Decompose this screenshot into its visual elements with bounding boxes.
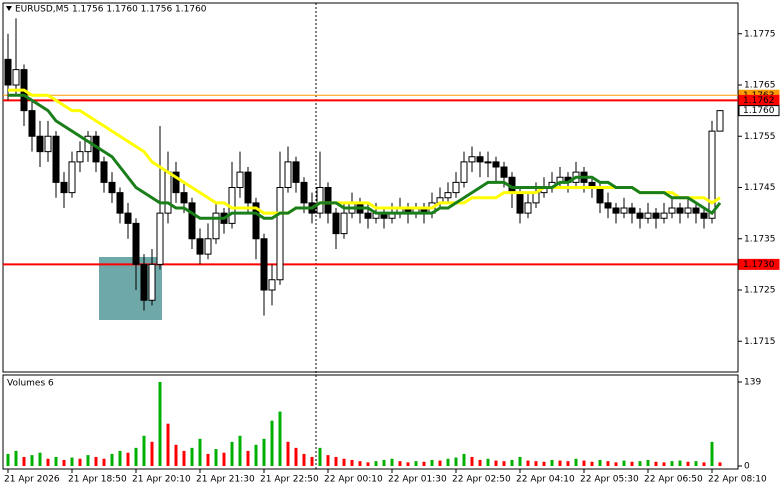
candle-body — [444, 192, 452, 199]
candle-body — [340, 212, 348, 235]
x-tick-label: 22 Apr 05:30 — [580, 475, 639, 485]
candle-body — [476, 156, 484, 163]
candle-body — [276, 187, 284, 281]
candle-body — [644, 212, 652, 219]
x-tick-label: 21 Apr 21:30 — [196, 475, 255, 485]
menu-arrow — [6, 6, 12, 11]
candle-body — [116, 192, 124, 214]
candle-body — [36, 135, 44, 153]
candle-body — [76, 151, 84, 163]
y-tick-label: 1.1735 — [744, 234, 776, 244]
candle-body — [324, 187, 332, 214]
y-tick-label: 1.1725 — [744, 286, 776, 296]
candle-body — [268, 279, 276, 291]
candle-body — [12, 69, 20, 86]
moving-average — [8, 93, 722, 220]
candle-body — [132, 222, 140, 265]
chart-title: EURUSD,M5 1.1756 1.1760 1.1756 1.1760 — [15, 5, 207, 15]
x-tick-label: 21 Apr 18:50 — [68, 475, 127, 485]
candle-body — [620, 207, 628, 214]
x-tick-label: 22 Apr 04:10 — [516, 475, 575, 485]
candle-body — [260, 238, 268, 291]
x-tick-label: 22 Apr 08:10 — [708, 475, 767, 485]
x-tick-label: 22 Apr 06:50 — [644, 475, 703, 485]
candle-body — [532, 192, 540, 204]
x-tick-label: 21 Apr 2026 — [4, 475, 60, 485]
candle-body — [468, 156, 476, 163]
candle-body — [636, 212, 644, 219]
x-tick-label: 22 Apr 02:50 — [452, 475, 511, 485]
candle-body — [492, 161, 500, 168]
candle-body — [716, 110, 724, 132]
candle-body — [148, 263, 156, 301]
candle-body — [452, 181, 460, 194]
candle-body — [316, 187, 324, 214]
candle-body — [284, 161, 292, 188]
candle-body — [484, 161, 492, 164]
candle-body — [596, 187, 604, 204]
candle-body — [156, 212, 164, 265]
candle-body — [100, 161, 108, 183]
y-tick-label: 1.1715 — [744, 337, 776, 347]
candle-body — [604, 202, 612, 209]
candle-body — [108, 181, 116, 194]
x-tick-label: 21 Apr 20:10 — [132, 475, 191, 485]
candle-body — [188, 202, 196, 240]
candle-body — [180, 192, 188, 204]
candle-body — [28, 110, 36, 137]
candle-body — [60, 181, 68, 194]
candle-body — [612, 207, 620, 214]
candle-body — [700, 212, 708, 219]
y-tick-label: 1.1765 — [744, 81, 776, 91]
candle-body — [124, 212, 132, 224]
volume-tick-label: 0 — [744, 462, 750, 472]
moving-average — [8, 88, 721, 215]
candle-body — [668, 207, 676, 214]
candle-body — [332, 212, 340, 235]
volume-tick-label: 139 — [744, 378, 761, 388]
volume-title: Volumes 6 — [7, 379, 54, 389]
candle-body — [244, 171, 252, 204]
candle-body — [4, 58, 12, 86]
candle-body — [516, 192, 524, 214]
candle-body — [196, 238, 204, 255]
candle-body — [628, 207, 636, 214]
volume-panel — [2, 374, 739, 470]
candle-body — [300, 181, 308, 204]
y-tick-label: 1.1745 — [744, 183, 776, 193]
price-tag — [738, 258, 780, 270]
x-tick-label: 22 Apr 01:30 — [388, 475, 447, 485]
price-tag-label: 1.1730 — [743, 260, 775, 270]
candle-body — [708, 130, 716, 219]
candle-body — [500, 166, 508, 178]
candle-body — [204, 238, 212, 255]
price-tag-label: 1.1762 — [743, 96, 775, 106]
candle-body — [252, 202, 260, 240]
candle-body — [212, 212, 220, 240]
candle-body — [292, 161, 300, 183]
candle-body — [164, 171, 172, 214]
candle-body — [524, 202, 532, 214]
candle-body — [236, 171, 244, 188]
candle-body — [44, 135, 52, 153]
x-tick-label: 21 Apr 22:50 — [260, 475, 319, 485]
x-tick-label: 22 Apr 00:10 — [324, 475, 383, 485]
candle-body — [68, 161, 76, 194]
candle-body — [660, 212, 668, 219]
candle-body — [692, 207, 700, 214]
candle-body — [652, 212, 660, 219]
candle-body — [364, 212, 372, 219]
candle-body — [140, 263, 148, 301]
y-tick-label: 1.1755 — [744, 132, 776, 142]
price-tag-label: 1.1760 — [743, 106, 775, 116]
candle-body — [172, 171, 180, 194]
candle-body — [460, 161, 468, 183]
candle-body — [684, 207, 692, 214]
candle-body — [676, 207, 684, 214]
price-tag — [738, 105, 780, 117]
candle-body — [52, 135, 60, 183]
y-tick-label: 1.1775 — [744, 29, 776, 39]
